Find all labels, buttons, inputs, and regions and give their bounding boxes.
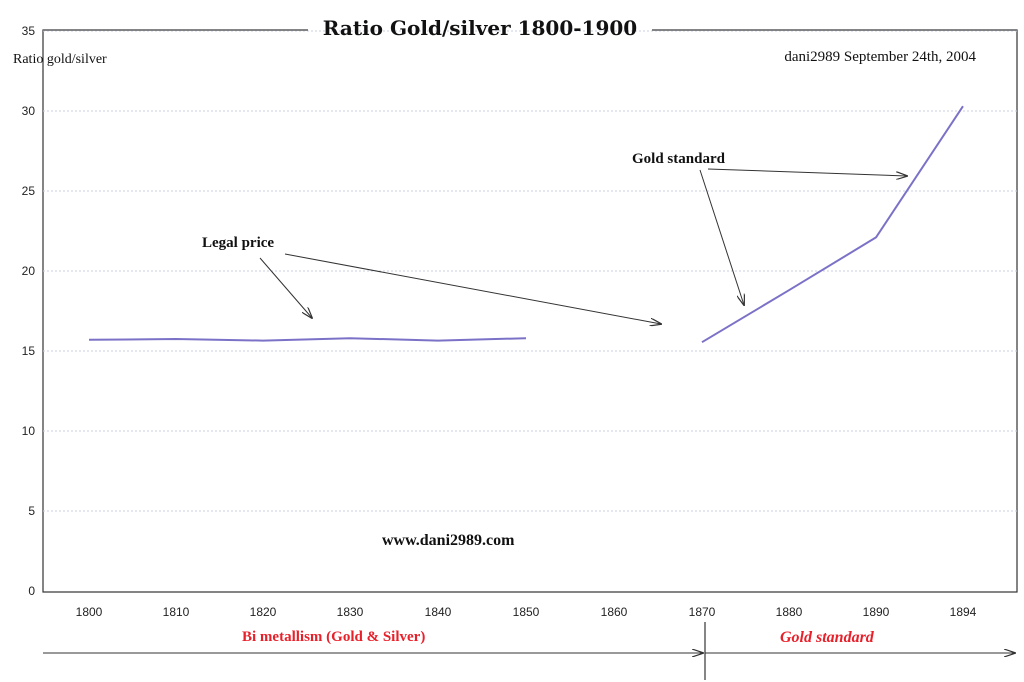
chart-subtitle: dani2989 September 24th, 2004: [784, 49, 976, 65]
series-line: [701, 105, 964, 344]
website-label: www.dani2989.com: [382, 532, 515, 549]
title-mask: [308, 16, 652, 42]
y-tick-label: 0: [28, 584, 35, 598]
y-tick-label: 15: [22, 344, 36, 358]
x-tick-label: 1810: [163, 605, 190, 619]
period-label-bimetallism: Bi metallism (Gold & Silver): [242, 629, 425, 645]
series-line: [88, 337, 527, 342]
y-tick-label: 25: [22, 184, 36, 198]
y-tick-label: 30: [22, 104, 36, 118]
arrow-legal-short: [259, 257, 312, 318]
x-tick-labels: 1800 1810 1820 1830 1840 1850 1860 1870 1880 1890…: [76, 605, 977, 619]
annotation-gold-standard: Gold standard: [632, 151, 726, 167]
plot-frame: [42, 29, 1018, 593]
x-tick-label: 1880: [776, 605, 803, 619]
x-tick-label: 1894: [950, 605, 977, 619]
chart-title: Ratio Gold/silver 1800-1900: [323, 16, 637, 40]
x-tick-label: 1860: [601, 605, 628, 619]
x-tick-label: 1800: [76, 605, 103, 619]
gridlines: [43, 30, 1017, 512]
arrow-legal-long: [284, 253, 661, 324]
y-tick-label: 35: [22, 24, 36, 38]
y-tick-labels: 0 5 10 15 20 25 30 35: [22, 24, 36, 598]
x-tick-label: 1830: [337, 605, 364, 619]
x-tick-label: 1890: [863, 605, 890, 619]
annotation-legal-price: Legal price: [202, 235, 274, 251]
y-axis-label: Ratio gold/silver: [13, 52, 107, 67]
x-tick-label: 1850: [513, 605, 540, 619]
series-lines: [88, 105, 964, 344]
y-tick-label: 5: [28, 504, 35, 518]
x-tick-label: 1820: [250, 605, 277, 619]
arrow-gold-right: [707, 168, 907, 176]
y-tick-label: 10: [22, 424, 36, 438]
period-label-gold-standard: Gold standard: [780, 629, 875, 646]
y-tick-label: 20: [22, 264, 36, 278]
arrow-gold-down: [699, 169, 744, 305]
x-tick-label: 1840: [425, 605, 452, 619]
x-tick-label: 1870: [689, 605, 716, 619]
